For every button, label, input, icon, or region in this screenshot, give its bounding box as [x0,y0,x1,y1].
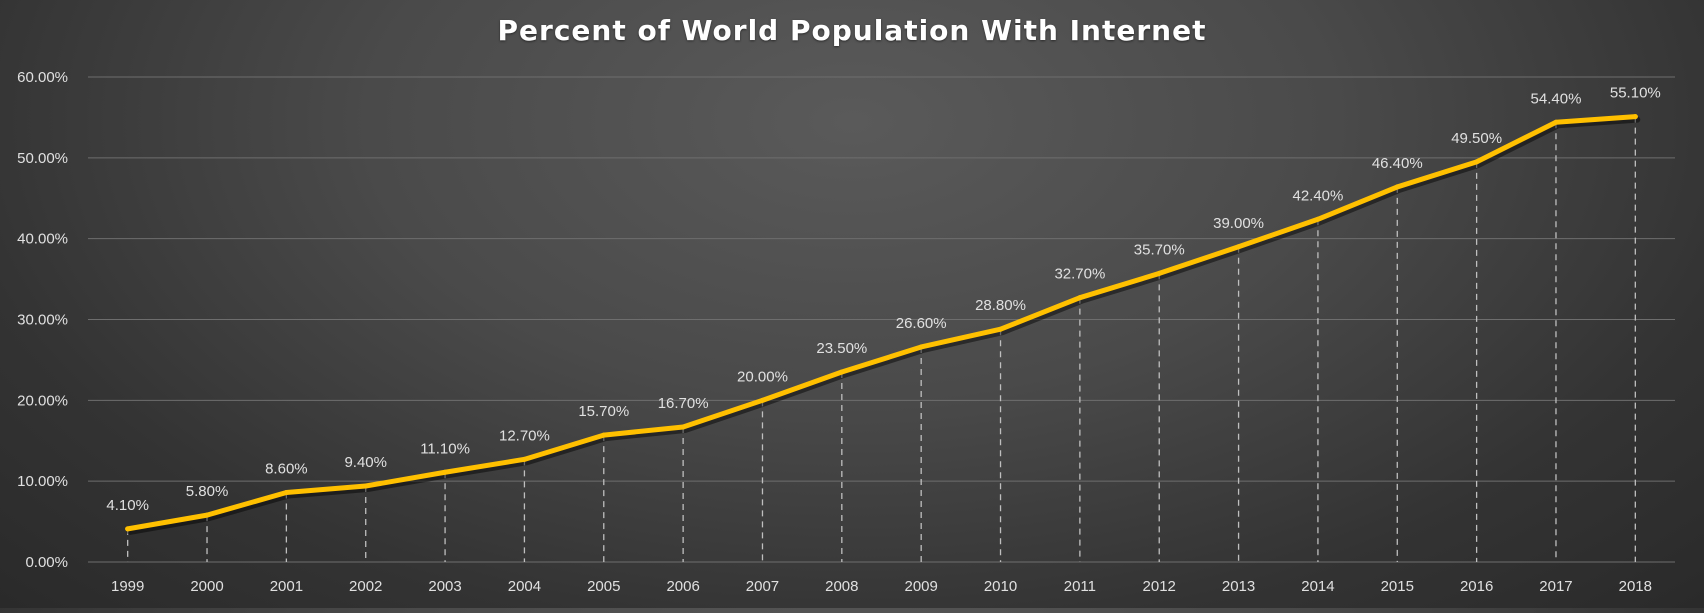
chart-title: Percent of World Population With Interne… [497,14,1207,47]
data-label: 55.10% [1610,85,1661,102]
data-point [442,469,448,475]
x-tick-label: 1999 [111,578,144,595]
x-tick-label: 2016 [1460,578,1493,595]
x-tick-label: 2012 [1143,578,1176,595]
data-label: 4.10% [106,497,149,514]
data-label: 54.40% [1531,90,1582,107]
x-tick-label: 2014 [1301,578,1334,595]
data-point [601,432,607,438]
data-point [1394,184,1400,190]
data-label: 46.40% [1372,155,1423,172]
data-point [680,424,686,430]
y-tick-label: 30.00% [17,312,68,329]
data-label: 8.60% [265,460,308,477]
x-tick-label: 2009 [904,578,937,595]
y-tick-label: 10.00% [17,473,68,490]
y-tick-label: 50.00% [17,150,68,167]
data-label: 26.60% [896,315,947,332]
x-tick-label: 2011 [1064,578,1096,595]
data-point [1236,244,1242,250]
x-tick-label: 2005 [587,578,620,595]
data-label: 9.40% [344,454,387,471]
data-point [283,489,289,495]
data-point [204,512,210,518]
data-label: 35.70% [1134,241,1185,258]
x-tick-label: 2003 [428,578,461,595]
data-point [998,326,1004,332]
y-tick-label: 40.00% [17,231,68,248]
x-tick-label: 2015 [1381,578,1414,595]
data-point [1474,159,1480,165]
x-tick-label: 2008 [825,578,858,595]
data-point [839,369,845,375]
x-tick-label: 2001 [270,578,303,595]
data-label: 5.80% [186,483,229,500]
data-point [1156,270,1162,276]
data-label: 20.00% [737,368,788,385]
data-label: 23.50% [816,340,867,357]
data-label: 12.70% [499,427,550,444]
data-label: 15.70% [578,403,629,420]
data-label: 49.50% [1451,130,1502,147]
data-point [759,397,765,403]
x-tick-label: 2006 [666,578,699,595]
data-point [363,483,369,489]
data-label: 28.80% [975,297,1026,314]
x-tick-label: 2018 [1619,578,1652,595]
series-line [125,114,1638,532]
data-point [1077,295,1083,301]
x-tick-label: 2013 [1222,578,1255,595]
drop-lines [127,116,1636,562]
series-line-shadow [126,116,1641,535]
data-label: 32.70% [1054,266,1105,283]
y-tick-label: 60.00% [17,69,68,86]
x-tick-label: 2007 [746,578,779,595]
data-point [1553,119,1559,125]
data-label: 39.00% [1213,215,1264,232]
data-point [1632,114,1638,120]
data-label: 16.70% [658,395,709,412]
data-point [521,456,527,462]
x-tick-label: 2017 [1539,578,1572,595]
x-tick-label: 2000 [190,578,223,595]
data-point [1315,216,1321,222]
y-tick-label: 0.00% [25,554,68,571]
x-tick-label: 2010 [984,578,1017,595]
y-gridlines [88,76,1675,563]
data-label: 42.40% [1292,187,1343,204]
data-label: 11.10% [420,440,470,457]
data-point [125,526,131,532]
data-point [918,344,924,350]
y-tick-label: 20.00% [17,392,68,409]
x-tick-label: 2004 [508,578,541,595]
x-tick-label: 2002 [349,578,382,595]
